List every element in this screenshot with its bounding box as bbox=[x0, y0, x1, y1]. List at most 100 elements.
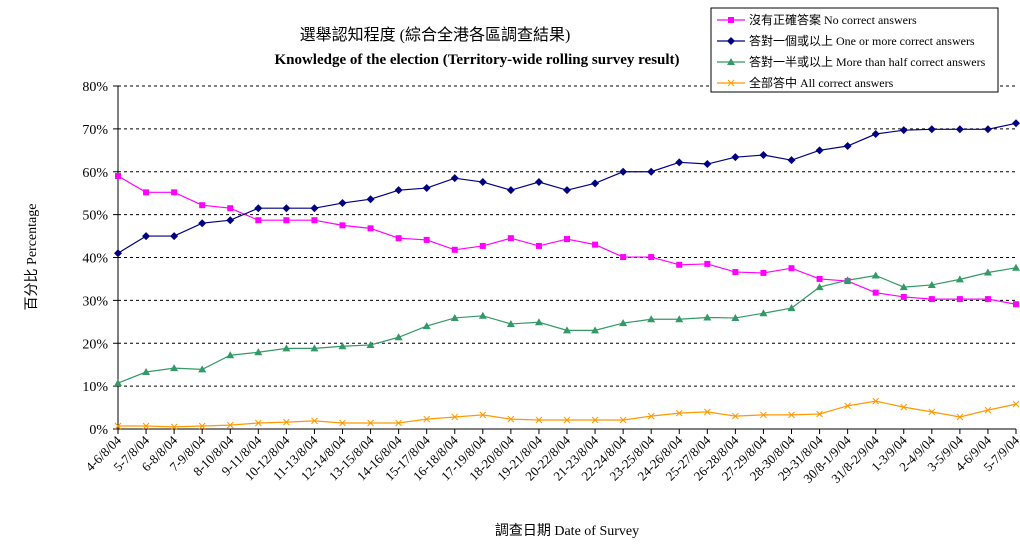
data-point bbox=[592, 241, 599, 248]
series-0 bbox=[115, 173, 1019, 308]
series-line bbox=[118, 400, 1017, 428]
data-point bbox=[619, 319, 628, 327]
series-line bbox=[117, 267, 1017, 384]
data-point bbox=[619, 416, 627, 424]
data-point bbox=[703, 160, 712, 169]
data-point bbox=[815, 146, 824, 155]
series-2 bbox=[114, 263, 1020, 387]
legend-label: 答對一個或以上 One or more correct answers bbox=[749, 33, 975, 48]
data-point bbox=[199, 202, 206, 209]
data-point bbox=[254, 204, 263, 213]
x-axis-label: 調查日期 Date of Survey bbox=[495, 523, 639, 539]
legend-marker bbox=[728, 17, 734, 23]
data-point bbox=[955, 275, 964, 283]
data-point bbox=[451, 413, 459, 421]
data-point bbox=[591, 326, 600, 334]
data-point bbox=[226, 351, 235, 359]
data-point bbox=[843, 142, 852, 151]
data-point bbox=[787, 156, 796, 165]
data-point bbox=[732, 412, 739, 420]
data-point bbox=[788, 265, 795, 272]
data-point bbox=[703, 313, 712, 321]
data-point bbox=[647, 412, 655, 420]
data-point bbox=[928, 296, 935, 303]
data-point bbox=[675, 158, 684, 167]
data-point bbox=[534, 178, 543, 187]
data-point bbox=[872, 397, 880, 405]
data-point bbox=[871, 130, 880, 139]
data-point bbox=[535, 242, 542, 249]
data-point bbox=[198, 365, 207, 373]
y-tick-label: 0% bbox=[89, 423, 108, 438]
data-point bbox=[310, 344, 319, 352]
data-point bbox=[142, 422, 150, 430]
data-point bbox=[423, 415, 431, 423]
data-point bbox=[983, 125, 992, 134]
data-point bbox=[451, 246, 458, 253]
y-tick-label: 20% bbox=[82, 337, 108, 352]
data-point bbox=[395, 419, 402, 427]
chart-title: 選舉認知程度 (綜合全港各區調查結果) bbox=[300, 26, 571, 44]
y-tick-label: 60% bbox=[82, 166, 108, 181]
data-point bbox=[506, 319, 515, 327]
y-tick-label: 50% bbox=[82, 209, 108, 224]
y-tick-label: 10% bbox=[82, 380, 108, 395]
legend-marker bbox=[727, 37, 735, 45]
data-point bbox=[339, 222, 346, 229]
data-point bbox=[591, 416, 599, 424]
data-point bbox=[760, 269, 767, 276]
legend-label: 沒有正確答案 No correct answers bbox=[749, 12, 917, 27]
data-point bbox=[815, 283, 824, 291]
data-point bbox=[647, 167, 656, 176]
data-point bbox=[114, 379, 122, 387]
data-point bbox=[675, 409, 683, 417]
data-point bbox=[1012, 400, 1020, 408]
data-point bbox=[478, 178, 487, 187]
data-point bbox=[450, 313, 459, 321]
data-point bbox=[507, 235, 514, 242]
data-point bbox=[927, 125, 936, 134]
data-point bbox=[170, 364, 179, 372]
data-point bbox=[844, 402, 851, 410]
data-point bbox=[843, 276, 852, 284]
data-point bbox=[479, 242, 486, 249]
data-point bbox=[534, 318, 543, 326]
chart-subtitle: Knowledge of the election (Territory-wid… bbox=[274, 52, 679, 68]
data-point bbox=[366, 340, 375, 348]
data-point bbox=[282, 344, 291, 352]
data-point bbox=[311, 417, 318, 425]
data-point bbox=[731, 153, 740, 162]
data-point bbox=[984, 296, 991, 303]
y-tick-label: 40% bbox=[82, 252, 108, 267]
data-point bbox=[1013, 301, 1019, 308]
data-point bbox=[171, 189, 178, 196]
legend-marker bbox=[727, 58, 735, 65]
data-point bbox=[676, 261, 683, 268]
data-point bbox=[170, 423, 178, 431]
y-tick-label: 80% bbox=[82, 80, 108, 95]
data-point bbox=[984, 406, 992, 414]
data-point bbox=[872, 289, 879, 296]
data-point bbox=[563, 186, 571, 195]
data-point bbox=[478, 311, 487, 319]
data-point bbox=[227, 205, 234, 212]
data-point bbox=[423, 236, 430, 243]
y-tick-label: 70% bbox=[82, 123, 108, 138]
data-point bbox=[564, 236, 570, 243]
data-point bbox=[816, 410, 823, 418]
data-point bbox=[507, 415, 515, 423]
data-point bbox=[871, 271, 880, 279]
data-point bbox=[647, 315, 656, 323]
data-point bbox=[535, 416, 543, 424]
data-point bbox=[114, 249, 122, 258]
data-point bbox=[422, 322, 431, 330]
data-point bbox=[338, 342, 347, 350]
data-point bbox=[788, 411, 795, 419]
data-point bbox=[899, 126, 908, 135]
legend-label: 全部答中 All correct answers bbox=[749, 75, 894, 90]
data-point bbox=[170, 232, 179, 241]
data-point bbox=[620, 254, 627, 261]
data-point bbox=[675, 315, 684, 323]
legend: 沒有正確答案 No correct answers 答對一個或以上 One or … bbox=[710, 7, 999, 93]
data-point bbox=[816, 275, 823, 282]
